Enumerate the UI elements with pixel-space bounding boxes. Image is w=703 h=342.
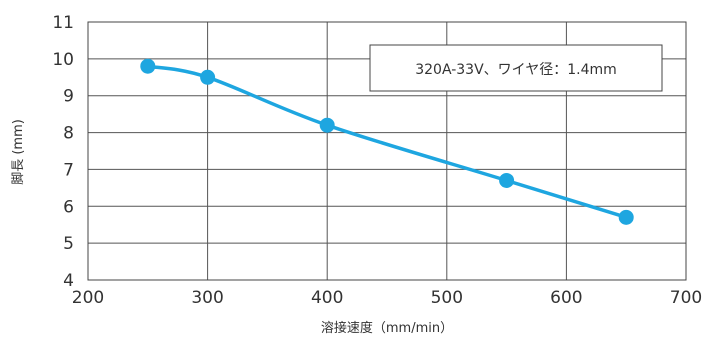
data-point <box>319 117 335 133</box>
x-tick-label: 600 <box>550 288 582 308</box>
x-tick-label: 300 <box>191 288 223 308</box>
y-tick-label: 4 <box>63 271 74 291</box>
y-tick-label: 5 <box>63 234 74 254</box>
data-points <box>140 58 634 225</box>
data-point <box>200 69 216 85</box>
y-tick-label: 9 <box>63 87 74 107</box>
x-tick-label: 700 <box>670 288 702 308</box>
data-point <box>140 58 156 74</box>
x-axis-label: 溶接速度（mm/min） <box>321 320 453 336</box>
y-axis-label: 脚長 (mm) <box>10 119 26 185</box>
y-tick-label: 7 <box>63 160 74 180</box>
annotation-text: 320A-33V、ワイヤ径：1.4mm <box>415 62 617 78</box>
y-tick-label: 10 <box>52 50 74 70</box>
x-tick-label: 400 <box>311 288 343 308</box>
y-tick-label: 11 <box>52 13 74 33</box>
y-tick-labels: 4 5 6 7 8 9 10 11 <box>52 13 74 291</box>
annotation-box <box>369 44 663 92</box>
x-tick-label: 500 <box>431 288 463 308</box>
y-tick-label: 8 <box>63 124 74 144</box>
x-tick-labels: 200 300 400 500 600 700 <box>72 288 702 308</box>
data-point <box>618 209 634 225</box>
x-tick-label: 200 <box>72 288 104 308</box>
data-point <box>499 172 515 188</box>
plot-frame <box>87 21 687 281</box>
y-tick-label: 6 <box>63 197 74 217</box>
